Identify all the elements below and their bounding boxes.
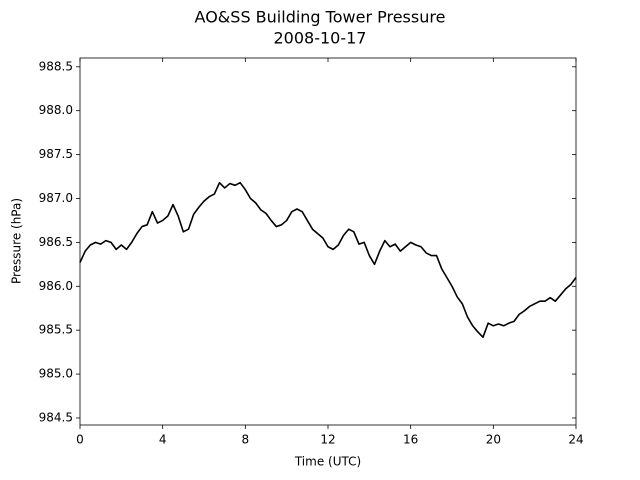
y-tick-label: 987.5 bbox=[39, 147, 73, 161]
x-axis-label: Time (UTC) bbox=[294, 455, 361, 469]
chart-subtitle: 2008-10-17 bbox=[274, 29, 367, 48]
data-line bbox=[79, 181, 577, 338]
y-tick-label: 986.0 bbox=[39, 279, 73, 293]
y-tick-label: 986.5 bbox=[39, 235, 73, 249]
y-axis-label: Pressure (hPa) bbox=[10, 198, 24, 284]
x-tick-label: 8 bbox=[242, 433, 250, 447]
x-tick-label: 0 bbox=[76, 433, 84, 447]
y-tick-label: 988.0 bbox=[39, 103, 73, 117]
chart-title: AO&SS Building Tower Pressure bbox=[195, 8, 446, 27]
x-tick-label: 20 bbox=[486, 433, 501, 447]
y-tick-label: 984.5 bbox=[39, 410, 73, 424]
y-tick-label: 988.5 bbox=[39, 59, 73, 73]
y-tick-label: 985.0 bbox=[39, 367, 73, 381]
x-tick-label: 24 bbox=[568, 433, 583, 447]
y-tick-label: 985.5 bbox=[39, 323, 73, 337]
y-tick-label: 987.0 bbox=[39, 191, 73, 205]
x-tick-label: 4 bbox=[159, 433, 167, 447]
x-tick-label: 12 bbox=[320, 433, 335, 447]
x-tick-label: 16 bbox=[403, 433, 418, 447]
plot-frame bbox=[79, 57, 577, 426]
